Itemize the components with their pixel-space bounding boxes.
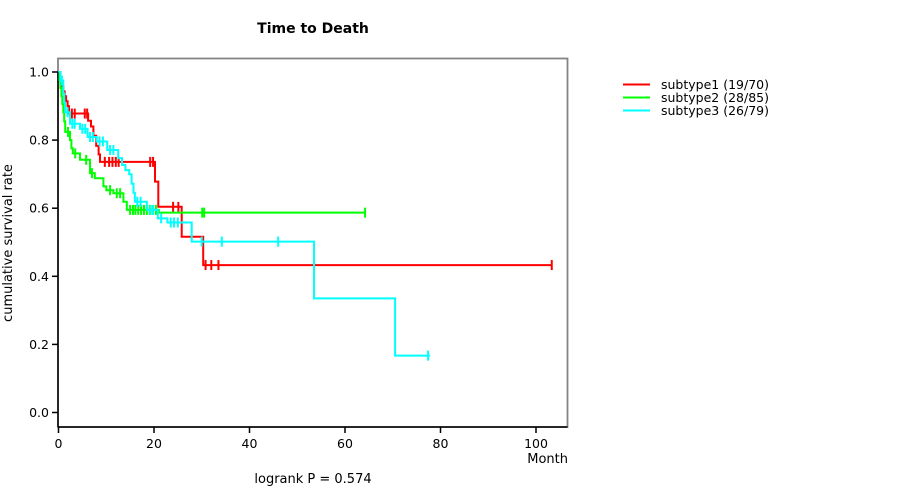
x-tick-label: 0 [55, 436, 63, 451]
legend-item-2: subtype2 (28/85) [623, 90, 769, 105]
x-tick-label: 80 [433, 436, 449, 451]
legend: subtype1 (19/70)subtype2 (28/85)subtype3… [623, 77, 769, 118]
x-tick-label: 40 [242, 436, 258, 451]
chart-title: Time to Death [257, 21, 369, 37]
axes: 0 20 40 60 80 100 0.0 0.2 0.4 0.6 0.8 1.0 [29, 65, 568, 451]
y-tick-label: 0.8 [29, 133, 49, 148]
x-tick-label: 60 [337, 436, 353, 451]
y-tick-label: 0.0 [29, 405, 49, 420]
survival-curves [58, 71, 553, 361]
series-1 [58, 71, 553, 271]
legend-item-3: subtype3 (26/79) [623, 103, 769, 118]
y-tick-label: 0.6 [29, 201, 49, 216]
y-axis-label: cumulative survival rate [1, 164, 16, 322]
series-2 [58, 71, 367, 218]
survival-curve-3 [58, 71, 430, 357]
legend-label: subtype2 (28/85) [661, 90, 769, 105]
legend-label: subtype3 (26/79) [661, 103, 769, 118]
x-axis-label: Month [527, 452, 568, 467]
legend-item-1: subtype1 (19/70) [623, 77, 769, 92]
survival-curve-1 [58, 71, 552, 267]
y-tick-label: 1.0 [29, 65, 49, 80]
plot-frame [57, 57, 569, 428]
x-tick-label: 100 [524, 436, 548, 451]
logrank-annotation: logrank P = 0.574 [254, 472, 371, 487]
survival-curve-2 [58, 71, 366, 214]
series-3 [58, 71, 430, 361]
legend-label: subtype1 (19/70) [661, 77, 769, 92]
y-tick-label: 0.2 [29, 337, 49, 352]
y-tick-label: 0.4 [29, 269, 49, 284]
x-tick-label: 20 [146, 436, 162, 451]
